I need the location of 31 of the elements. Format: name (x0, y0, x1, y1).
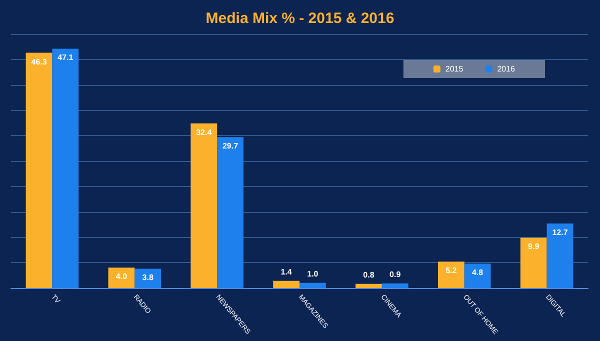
bar (52, 48, 79, 288)
data-label: 9.9 (528, 242, 540, 252)
bar (520, 238, 547, 288)
data-label: 1.0 (307, 269, 319, 278)
bar (190, 123, 218, 288)
bar (356, 284, 382, 288)
data-label: 5.2 (446, 266, 458, 276)
data-label: 12.7 (552, 228, 568, 237)
bar (217, 137, 244, 288)
bar (108, 268, 135, 288)
bar (382, 283, 408, 288)
data-label: 47.1 (58, 53, 74, 62)
data-label: 4.8 (472, 268, 484, 278)
data-label: 29.7 (222, 142, 239, 151)
bar (273, 280, 300, 288)
bar (546, 223, 574, 288)
data-label: 1.4 (280, 267, 292, 276)
data-label: 4.0 (116, 272, 128, 282)
data-label: 3.8 (142, 273, 154, 282)
data-label: 32.4 (196, 128, 212, 137)
bar (438, 262, 464, 288)
bar (134, 268, 162, 288)
bar (26, 52, 52, 288)
legend-label: 2016 (497, 64, 516, 74)
bar (464, 264, 491, 288)
chart-title: Media Mix % - 2015 & 2016 (206, 10, 394, 27)
legend-label: 2015 (445, 64, 464, 74)
data-label: 0.9 (390, 270, 402, 279)
data-label: 46.3 (31, 57, 48, 66)
data-label: 0.8 (363, 270, 375, 280)
bar (300, 282, 326, 288)
